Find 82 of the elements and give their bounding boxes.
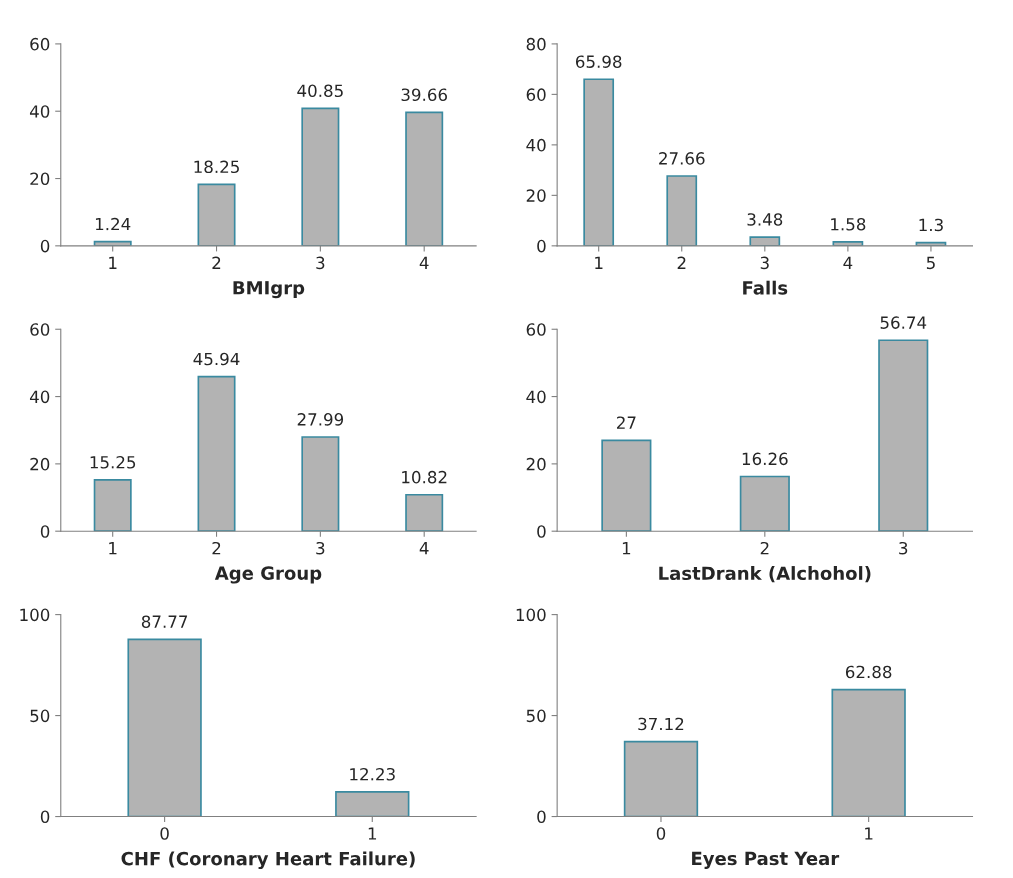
data-label: 12.23: [350, 767, 395, 781]
data-label: 40.85: [297, 84, 343, 98]
bar: [405, 493, 444, 532]
bar: [739, 475, 790, 532]
x-tick-label: 4: [419, 256, 429, 269]
x-tick-label: 1: [865, 827, 873, 840]
y-tick-label: 50: [30, 709, 50, 723]
data-label: 15.25: [90, 455, 136, 469]
data-label: 56.74: [880, 316, 927, 329]
x-tick-label: 3: [760, 256, 769, 270]
y-tick-label: 100: [20, 608, 50, 622]
bar: [405, 111, 444, 246]
x-tick-label: 2: [760, 541, 769, 555]
data-label: 27: [616, 416, 636, 429]
y-tick-label: 20: [30, 457, 50, 471]
y-tick-label: 60: [30, 37, 50, 51]
y-tick-label: 80: [526, 37, 546, 51]
y-tick-label: 0: [537, 239, 546, 253]
y-tick-label: 60: [526, 88, 546, 101]
data-label: 65.98: [575, 55, 622, 68]
x-tick-label: 0: [656, 827, 666, 840]
x-tick-label: 4: [843, 256, 853, 269]
x-axis-title: Falls: [743, 280, 788, 295]
y-tick-label: 0: [40, 239, 50, 253]
y-tick-label: 0: [537, 525, 546, 538]
y-tick-label: 40: [29, 105, 50, 118]
bar: [878, 339, 929, 532]
y-tick-label: 50: [526, 709, 546, 723]
data-label: 16.26: [742, 452, 788, 466]
bar: [301, 436, 340, 532]
x-tick-label: 0: [160, 827, 169, 840]
y-tick-label: 20: [526, 457, 546, 471]
y-tick-label: 40: [526, 138, 546, 152]
bar: [583, 78, 615, 246]
data-label: 18.25: [194, 160, 239, 174]
x-tick-label: 1: [109, 542, 117, 555]
bar: [666, 175, 698, 246]
x-tick-label: 5: [926, 256, 935, 270]
data-label: 45.94: [193, 352, 240, 366]
data-label: 27.99: [297, 413, 344, 426]
bar: [93, 479, 132, 532]
y-tick-label: 100: [516, 608, 546, 622]
data-label: 87.77: [141, 615, 188, 628]
data-label: 10.82: [402, 470, 447, 484]
data-label: 1.24: [95, 217, 131, 231]
data-label: 37.12: [638, 717, 684, 731]
bar: [601, 439, 652, 532]
bar: [197, 375, 236, 532]
data-label: 3.48: [747, 213, 783, 226]
x-tick-label: 2: [212, 256, 221, 269]
y-tick-label: 60: [30, 323, 50, 336]
y-tick-label: 0: [40, 810, 50, 824]
data-label: 27.66: [659, 152, 705, 165]
x-tick-label: 4: [419, 542, 429, 555]
x-tick-label: 1: [109, 256, 117, 269]
x-axis-title: Age Group: [214, 566, 322, 584]
y-tick-label: 0: [40, 525, 50, 538]
x-tick-label: 2: [212, 541, 221, 555]
x-tick-label: 1: [622, 542, 631, 555]
x-axis-title: CHF (Coronary Heart Failure): [121, 851, 415, 870]
x-tick-label: 1: [368, 827, 377, 840]
x-tick-label: 3: [316, 256, 325, 270]
data-label: 62.88: [845, 665, 892, 679]
y-tick-label: 60: [526, 323, 546, 336]
x-tick-label: 1: [595, 256, 603, 269]
data-label: 39.66: [401, 88, 447, 102]
y-tick-label: 20: [30, 172, 50, 186]
y-tick-label: 0: [537, 810, 546, 824]
y-tick-label: 40: [526, 390, 546, 404]
y-tick-label: 20: [526, 189, 546, 202]
x-tick-label: 2: [677, 256, 686, 269]
bar: [197, 183, 236, 246]
x-tick-label: 3: [899, 541, 908, 555]
x-axis-title: LastDrank (Alchohol): [659, 566, 871, 583]
bar: [749, 236, 781, 246]
y-tick-label: 40: [29, 390, 50, 404]
x-axis-title: BMIgrp: [233, 281, 305, 299]
data-label: 1.3: [919, 218, 943, 232]
x-tick-label: 3: [316, 541, 325, 555]
bar: [301, 107, 340, 246]
data-label: 1.58: [831, 217, 866, 231]
x-axis-title: Eyes Past Year: [692, 851, 840, 869]
